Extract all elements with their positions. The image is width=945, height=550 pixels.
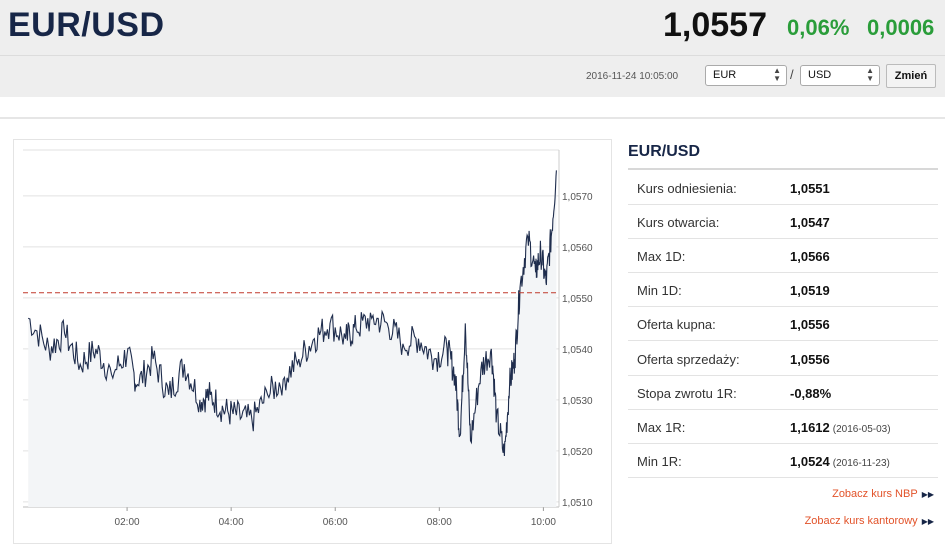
- stat-row: Oferta sprzedaży: 1,0556: [628, 342, 938, 376]
- stat-number: 1,1612: [790, 419, 830, 435]
- stat-number: 1,0566: [790, 249, 830, 265]
- stat-row: Max 1R: 1,1612 (2016-05-03): [628, 410, 938, 444]
- stat-label: Oferta kupna:: [637, 317, 716, 333]
- quote-header: EUR/USD 1,0557 0,06% 0,0006 2016-11-24 1…: [0, 0, 945, 97]
- stat-value: 1,0566: [790, 249, 833, 264]
- stat-label: Min 1R:: [637, 453, 682, 469]
- stat-label: Max 1D:: [637, 249, 686, 265]
- stat-row: Kurs odniesienia: 1,0551: [628, 171, 938, 205]
- change-absolute: 0,0006: [867, 15, 935, 40]
- from-currency-select[interactable]: EUR ▲ ▼: [705, 65, 787, 86]
- rate-chart-svg: 1,0510 1,0520 1,0530 1,0540 1,0550 1,0560 1,05…: [23, 149, 593, 528]
- x-tick-label: 08:00: [427, 517, 452, 528]
- series-area: [28, 170, 557, 507]
- stat-label: Oferta sprzedaży:: [637, 351, 740, 367]
- stat-value: 1,0524 (2016-11-23): [790, 454, 890, 469]
- x-tick-label: 04:00: [219, 517, 244, 528]
- exchange-office-rate-link-label: Zobacz kurs kantorowy: [804, 515, 918, 527]
- y-tick-label: 1,0540: [562, 345, 593, 356]
- rate-chart: 1,0510 1,0520 1,0530 1,0540 1,0550 1,0560 1,05…: [13, 139, 612, 544]
- y-tick-label: 1,0510: [562, 498, 593, 509]
- stat-row: Max 1D: 1,0566: [628, 239, 938, 274]
- to-currency-value: USD: [808, 69, 832, 81]
- stat-value: 1,0556: [790, 317, 833, 332]
- stat-number: 1,0556: [790, 317, 830, 333]
- from-currency-value: EUR: [713, 69, 737, 81]
- stat-value: -0,88%: [790, 386, 834, 401]
- quote-timestamp: 2016-11-24 10:05:00: [586, 71, 679, 82]
- stat-row: Min 1D: 1,0519: [628, 273, 938, 308]
- change-pair-button[interactable]: Zmień: [886, 64, 936, 88]
- stat-row: Min 1R: 1,0524 (2016-11-23): [628, 444, 938, 478]
- header-separator: [0, 117, 945, 119]
- select-arrows-icon: ▲ ▼: [866, 66, 874, 83]
- y-tick-label: 1,0570: [562, 192, 593, 203]
- stat-number: 1,0547: [790, 215, 830, 231]
- stat-value: 1,0519: [790, 283, 833, 298]
- stat-number: 1,0551: [790, 181, 830, 196]
- sidebar-title-divider: [628, 168, 938, 170]
- stat-number: 1,0556: [790, 351, 830, 367]
- current-rate: 1,0557: [663, 6, 767, 44]
- x-tick-label: 06:00: [323, 517, 348, 528]
- select-arrows-icon: ▲ ▼: [773, 66, 781, 83]
- stat-label: Kurs odniesienia:: [637, 181, 737, 196]
- exchange-office-rate-link[interactable]: Zobacz kurs kantorowy ▶▶: [805, 515, 934, 527]
- series-line: [27, 170, 557, 457]
- y-tick-label: 1,0560: [562, 243, 593, 254]
- y-tick-label: 1,0520: [562, 447, 593, 458]
- double-triangle-right-icon: ▶▶: [921, 517, 934, 526]
- nbp-rate-link-label: Zobacz kurs NBP: [832, 488, 918, 500]
- stat-number: 1,0519: [790, 283, 830, 299]
- change-percent: 0,06%: [787, 15, 850, 40]
- sidebar-title: EUR/USD: [628, 143, 701, 160]
- stat-value: 1,0547: [790, 215, 833, 230]
- stat-label: Kurs otwarcia:: [637, 215, 720, 231]
- stat-date: (2016-05-03): [832, 423, 891, 435]
- stat-label: Max 1R:: [637, 419, 686, 435]
- nbp-rate-link[interactable]: Zobacz kurs NBP ▶▶: [832, 488, 934, 500]
- currency-separator: /: [790, 67, 794, 82]
- y-tick-label: 1,0550: [562, 294, 593, 305]
- x-tick-label: 02:00: [115, 517, 140, 528]
- stat-row: Kurs otwarcia: 1,0547: [628, 205, 938, 240]
- stat-date: (2016-11-23): [832, 457, 890, 469]
- x-tick-label: 10:00: [531, 517, 556, 528]
- stat-label: Min 1D:: [637, 283, 682, 299]
- stat-number: 1,0524: [790, 453, 830, 469]
- y-tick-label: 1,0530: [562, 396, 593, 407]
- stat-number: -0,88%: [790, 385, 832, 401]
- stat-value: 1,1612 (2016-05-03): [790, 420, 891, 435]
- stat-label: Stopa zwrotu 1R:: [637, 385, 737, 401]
- to-currency-select[interactable]: USD ▲ ▼: [800, 65, 880, 86]
- double-triangle-right-icon: ▶▶: [921, 490, 934, 499]
- stat-row: Stopa zwrotu 1R: -0,88%: [628, 376, 938, 410]
- stat-value: 1,0551: [790, 181, 833, 196]
- header-divider: [0, 55, 945, 56]
- stat-value: 1,0556: [790, 352, 833, 367]
- stat-row: Oferta kupna: 1,0556: [628, 307, 938, 342]
- pair-title: EUR/USD: [8, 6, 165, 44]
